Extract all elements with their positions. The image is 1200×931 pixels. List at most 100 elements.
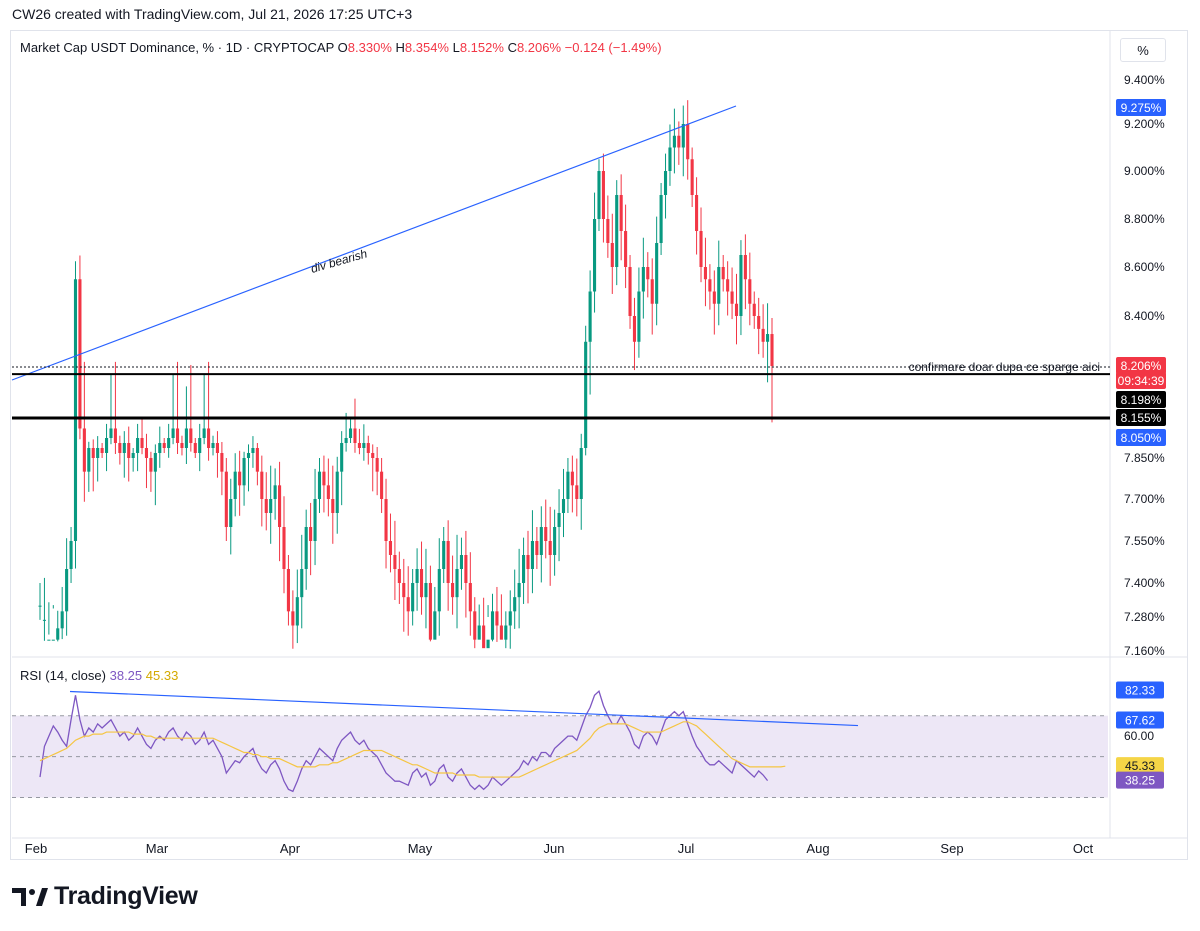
candle-body (690, 159, 694, 195)
rsi-indicator-name[interactable]: RSI (14, close) (20, 668, 106, 683)
candle-body (734, 303, 739, 316)
candle-body (699, 231, 703, 267)
price-badge-label: 09:34:39 (1118, 374, 1165, 388)
candle-body (641, 267, 645, 292)
price-badge (1116, 429, 1166, 446)
candle-body (659, 195, 663, 243)
chart-frame (10, 30, 1188, 860)
candle-body (167, 438, 171, 448)
candle-body (348, 428, 353, 438)
candle-body (255, 448, 259, 472)
price-tick-label: 7.550% (1124, 534, 1165, 548)
rsi-tick-label: 60.00 (1124, 729, 1154, 743)
price-badge (1116, 99, 1166, 116)
candle-body (158, 443, 162, 453)
candle-body (402, 583, 406, 598)
candle-body (371, 453, 375, 458)
candle-body (51, 639, 55, 641)
candle-body (136, 438, 140, 453)
rsi-badge (1116, 757, 1164, 775)
candle-body (655, 243, 659, 304)
candle-body (366, 443, 370, 453)
tradingview-mark-icon (12, 887, 48, 906)
candle-body (388, 541, 393, 555)
candle-body (712, 291, 716, 304)
rsi-badge-label: 45.33 (1125, 759, 1155, 773)
candle-body (344, 438, 348, 443)
price-tick-label: 7.700% (1124, 492, 1165, 506)
candle-body (428, 583, 432, 640)
candle-body (180, 443, 184, 448)
candle-body (508, 611, 512, 626)
candle-body (730, 291, 734, 304)
candle-body (304, 527, 308, 569)
candle-body (548, 541, 552, 555)
candle-body (561, 499, 566, 513)
candle-body (131, 453, 135, 458)
price-tick-label: 7.400% (1124, 576, 1165, 590)
candle-body (570, 471, 574, 486)
price-badge-label: 8.155% (1121, 411, 1162, 425)
candle-body (499, 625, 503, 640)
candle-body (624, 231, 628, 267)
candle-body (619, 195, 623, 231)
candle-body (309, 527, 313, 541)
trendline-label: div bearish (309, 246, 369, 276)
support-label: confirmare doar dupa ce sparge aici (909, 360, 1100, 374)
time-axis-label: Jun (544, 841, 565, 856)
candle-body (464, 555, 468, 583)
time-axis-label: Feb (25, 841, 47, 856)
candle-body (340, 443, 344, 472)
candle-body (668, 147, 672, 171)
rsi-badge (1116, 711, 1164, 729)
candle-body (140, 438, 144, 448)
candle-body (331, 499, 335, 513)
candle-body (326, 485, 330, 499)
percent-scale-button[interactable]: % (1120, 38, 1166, 62)
time-axis-label: Apr (280, 841, 301, 856)
candle-body (69, 541, 73, 569)
candle-body (273, 485, 277, 499)
candle-body (56, 628, 60, 640)
low-value: 8.152% (459, 40, 504, 55)
candle-body (118, 443, 122, 453)
rsi-badge-label: 67.62 (1125, 714, 1155, 728)
rsi-line (39, 689, 769, 793)
candle-body (189, 428, 193, 443)
candle-body (282, 527, 286, 569)
candle-body (122, 443, 126, 453)
candle-body (459, 555, 464, 569)
candle-body (87, 448, 91, 472)
candle-body (601, 171, 605, 219)
candle-body (579, 448, 583, 499)
candle-body (291, 611, 295, 626)
candle-body (113, 428, 117, 443)
candle-body (663, 171, 668, 195)
candle-body (175, 428, 180, 443)
candle-body (251, 448, 255, 453)
symbol-label[interactable]: Market Cap USDT Dominance, % · 1D · CRYP… (20, 40, 335, 55)
candle-body (193, 443, 197, 453)
candle-body (184, 428, 188, 448)
candle-body (357, 443, 361, 448)
close-value: 8.206% (516, 40, 562, 55)
candle-body (433, 611, 437, 640)
candle-body (650, 279, 654, 304)
candle-body (535, 541, 539, 555)
candle-body (539, 527, 543, 555)
price-tick-label: 7.160% (1124, 644, 1165, 658)
rsi-badge-label: 38.25 (1125, 774, 1155, 788)
time-axis-label: Oct (1073, 841, 1094, 856)
candle-body (513, 597, 517, 612)
candle-body (229, 499, 233, 527)
rsi-ma-line (39, 721, 786, 778)
candle-body (211, 443, 215, 448)
candle-body (397, 569, 401, 583)
candle-body (748, 279, 752, 304)
candle-body (60, 611, 64, 629)
candle-body (557, 513, 561, 527)
candle-body (588, 291, 592, 342)
candle-body (743, 255, 747, 280)
candle-body (695, 195, 699, 231)
